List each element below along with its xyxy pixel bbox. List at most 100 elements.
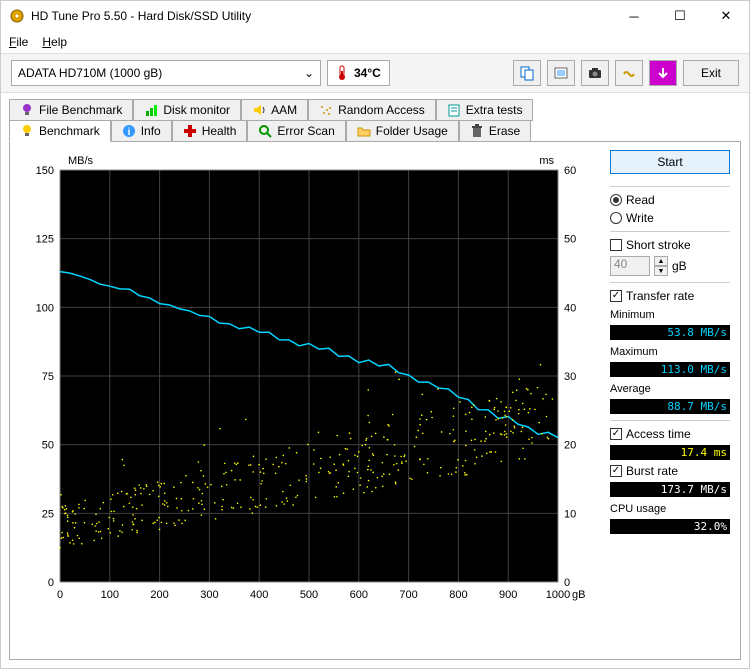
svg-text:300: 300 xyxy=(200,589,218,601)
thermometer-icon xyxy=(336,65,348,81)
tab-error-scan[interactable]: Error Scan xyxy=(247,120,345,142)
tab-folder-usage[interactable]: Folder Usage xyxy=(346,120,459,142)
tab-health[interactable]: Health xyxy=(172,120,248,142)
menu-help[interactable]: Help xyxy=(42,35,67,49)
content-area: 0100200300400500600700800900100002550751… xyxy=(9,141,741,660)
drive-select[interactable]: ADATA HD710M (1000 gB) ⌄ xyxy=(11,60,321,86)
svg-text:20: 20 xyxy=(564,440,576,452)
stroke-down[interactable]: ▼ xyxy=(654,266,668,276)
svg-text:10: 10 xyxy=(564,508,576,520)
burst-value: 173.7 MB/s xyxy=(610,482,730,497)
app-window: HD Tune Pro 5.50 - Hard Disk/SSD Utility… xyxy=(0,0,750,669)
tab-aam[interactable]: AAM xyxy=(241,99,308,121)
benchmark-chart: 0100200300400500600700800900100002550751… xyxy=(20,150,590,610)
tab-extra-tests[interactable]: Extra tests xyxy=(436,99,534,121)
exit-button[interactable]: Exit xyxy=(683,60,739,86)
temperature-display: 34°C xyxy=(327,60,390,86)
menubar: File Help xyxy=(1,31,749,53)
svg-text:0: 0 xyxy=(48,577,54,589)
menu-file[interactable]: File xyxy=(9,35,28,49)
close-button[interactable]: ✕ xyxy=(703,1,749,31)
stroke-up[interactable]: ▲ xyxy=(654,256,668,266)
notes-icon xyxy=(447,103,461,117)
radio-icon xyxy=(610,212,622,224)
folder-icon xyxy=(357,124,371,138)
stroke-input[interactable]: 40 xyxy=(610,256,650,276)
svg-text:gB: gB xyxy=(572,589,585,601)
speaker-icon xyxy=(252,103,266,117)
svg-text:MB/s: MB/s xyxy=(68,155,94,167)
svg-text:400: 400 xyxy=(250,589,268,601)
magnify-icon xyxy=(258,124,272,138)
titlebar: HD Tune Pro 5.50 - Hard Disk/SSD Utility… xyxy=(1,1,749,31)
options-button[interactable] xyxy=(615,60,643,86)
side-panel: Start Read Write Short stroke 40 ▲▼ gB T… xyxy=(600,150,730,657)
svg-text:500: 500 xyxy=(300,589,318,601)
svg-text:75: 75 xyxy=(42,371,54,383)
cpu-value: 32.0% xyxy=(610,519,730,534)
svg-text:25: 25 xyxy=(42,508,54,520)
checkbox-icon xyxy=(610,428,622,440)
avg-value: 88.7 MB/s xyxy=(610,399,730,414)
svg-text:0: 0 xyxy=(564,577,570,589)
svg-text:60: 60 xyxy=(564,165,576,177)
svg-text:40: 40 xyxy=(564,302,576,314)
svg-text:50: 50 xyxy=(564,234,576,246)
svg-text:0: 0 xyxy=(57,589,63,601)
min-label: Minimum xyxy=(610,309,730,321)
tab-erase[interactable]: Erase xyxy=(459,120,531,142)
tabs-area: File BenchmarkDisk monitorAAMRandom Acce… xyxy=(1,93,749,142)
toolbar: ADATA HD710M (1000 gB) ⌄ 34°C Exit xyxy=(1,53,749,93)
save-button[interactable] xyxy=(649,60,677,86)
cpu-label: CPU usage xyxy=(610,503,730,515)
svg-text:100: 100 xyxy=(101,589,119,601)
chart-area: 0100200300400500600700800900100002550751… xyxy=(20,150,600,657)
short-stroke-checkbox[interactable]: Short stroke xyxy=(610,238,730,252)
svg-text:150: 150 xyxy=(36,165,54,177)
minimize-button[interactable]: ─ xyxy=(611,1,657,31)
chevron-down-icon: ⌄ xyxy=(304,66,314,80)
svg-text:900: 900 xyxy=(499,589,517,601)
svg-text:50: 50 xyxy=(42,440,54,452)
bulb-purple-icon xyxy=(20,103,34,117)
dots-icon xyxy=(319,103,333,117)
access-time-checkbox[interactable]: Access time xyxy=(610,427,730,441)
screenshot-button[interactable] xyxy=(581,60,609,86)
checkbox-icon xyxy=(610,239,622,251)
max-label: Maximum xyxy=(610,346,730,358)
radio-icon xyxy=(610,194,622,206)
bulb-yellow-icon xyxy=(20,124,34,138)
svg-text:700: 700 xyxy=(399,589,417,601)
burst-rate-checkbox[interactable]: Burst rate xyxy=(610,464,730,478)
svg-text:i: i xyxy=(127,127,130,138)
svg-text:600: 600 xyxy=(350,589,368,601)
copy-screenshot-button[interactable] xyxy=(547,60,575,86)
tab-info[interactable]: iInfo xyxy=(111,120,172,142)
window-title: HD Tune Pro 5.50 - Hard Disk/SSD Utility xyxy=(31,9,611,23)
copy-info-button[interactable] xyxy=(513,60,541,86)
short-stroke-value: 40 ▲▼ gB xyxy=(610,256,730,276)
svg-text:125: 125 xyxy=(36,234,54,246)
read-radio[interactable]: Read xyxy=(610,193,730,207)
plus-red-icon xyxy=(183,124,197,138)
checkbox-icon xyxy=(610,465,622,477)
start-button[interactable]: Start xyxy=(610,150,730,174)
avg-label: Average xyxy=(610,383,730,395)
svg-text:200: 200 xyxy=(150,589,168,601)
transfer-rate-checkbox[interactable]: Transfer rate xyxy=(610,289,730,303)
checkbox-icon xyxy=(610,290,622,302)
access-value: 17.4 ms xyxy=(610,445,730,460)
tab-file-benchmark[interactable]: File Benchmark xyxy=(9,99,133,121)
tab-random-access[interactable]: Random Access xyxy=(308,99,436,121)
trash-icon xyxy=(470,124,484,138)
tab-disk-monitor[interactable]: Disk monitor xyxy=(133,99,241,121)
temperature-value: 34°C xyxy=(354,66,381,80)
svg-text:100: 100 xyxy=(36,302,54,314)
write-radio[interactable]: Write xyxy=(610,211,730,225)
svg-text:30: 30 xyxy=(564,371,576,383)
min-value: 53.8 MB/s xyxy=(610,325,730,340)
svg-text:800: 800 xyxy=(449,589,467,601)
maximize-button[interactable]: ☐ xyxy=(657,1,703,31)
tab-benchmark[interactable]: Benchmark xyxy=(9,120,111,142)
svg-text:ms: ms xyxy=(539,155,554,167)
